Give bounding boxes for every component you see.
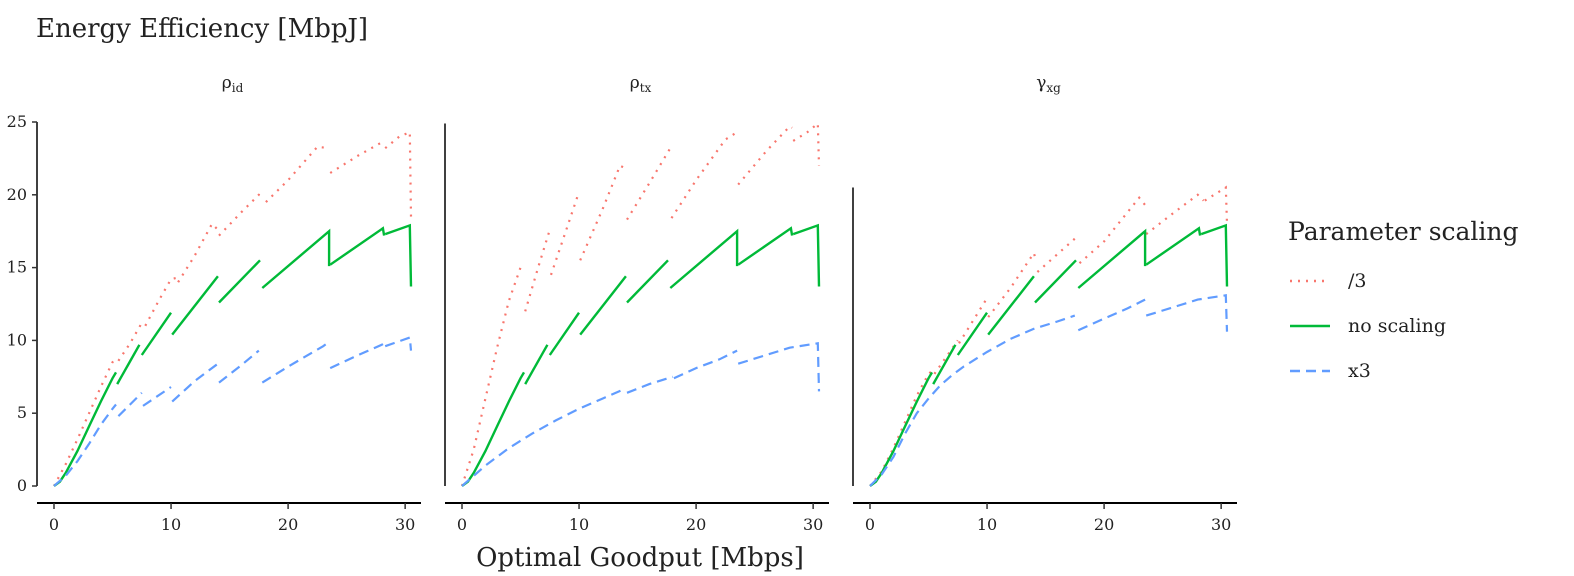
series-line--3-seg-6 — [329, 140, 385, 174]
facet-title-id: ρid — [222, 73, 244, 95]
legend: Parameter scaling /3 no scaling x3 — [1288, 217, 1519, 382]
x-tick-label: 0 — [865, 515, 875, 534]
series-line-x3-seg-2 — [1145, 294, 1229, 332]
y-axis-title: Energy Efficiency [MbpJ] — [36, 14, 368, 44]
series-line-no-scaling-seg-7 — [792, 223, 821, 287]
x-tick-label: 20 — [686, 515, 706, 534]
legend-label-0: /3 — [1348, 270, 1367, 292]
series-line-no-scaling-seg-1 — [524, 344, 549, 385]
series-line-x3-seg-1 — [117, 392, 143, 417]
legend-label-2: x3 — [1348, 360, 1371, 382]
series-line--3-seg-3 — [177, 222, 219, 283]
x-tick-label: 10 — [977, 515, 997, 534]
series-line-x3-seg-0 — [461, 387, 627, 487]
series-line-x3-seg-2 — [673, 349, 738, 380]
series-line-no-scaling-seg-5 — [669, 228, 739, 289]
series-line-no-scaling-seg-1 — [116, 344, 141, 385]
facet-title-tx: ρtx — [630, 73, 652, 95]
series-line-x3-seg-2 — [142, 386, 172, 407]
series-line--3-seg-7 — [792, 121, 821, 166]
series-line--3-seg-0 — [869, 370, 933, 487]
series-line--3-seg-2 — [549, 191, 581, 276]
series-line-no-scaling-seg-7 — [1200, 223, 1229, 287]
facet-panel-tx: ρtx 0 10 20 30 — [444, 73, 829, 534]
y-tick-label: 15 — [7, 258, 27, 277]
facet-panel-id: ρid 0 5 10 15 20 25 0 10 20 30 — [7, 73, 421, 534]
series-line--3-seg-3 — [579, 164, 627, 261]
series-line-x3-seg-7 — [384, 335, 413, 351]
series-line--3-seg-2 — [144, 276, 178, 327]
y-tick-label: 0 — [17, 476, 27, 495]
legend-label-1: no scaling — [1348, 315, 1446, 337]
series-line-no-scaling-seg-6 — [329, 226, 386, 266]
series-line--3-seg-4 — [626, 147, 672, 221]
series-line-no-scaling-seg-0 — [53, 371, 118, 487]
series-line-x3-seg-0 — [53, 403, 117, 487]
series-line-no-scaling-seg-3 — [987, 275, 1035, 336]
series-line--3-seg-7 — [384, 130, 413, 217]
series-line-x3-seg-1 — [1077, 298, 1146, 332]
series-line-x3-seg-1 — [626, 375, 674, 394]
x-tick-label: 10 — [569, 515, 589, 534]
series-line-no-scaling-seg-4 — [218, 259, 261, 304]
series-line--3-seg-7 — [1204, 185, 1229, 224]
series-line-x3-seg-5 — [261, 341, 330, 384]
x-tick-label: 30 — [803, 515, 823, 534]
series-line--3-seg-5 — [265, 145, 330, 203]
series-line-no-scaling-seg-3 — [579, 275, 627, 336]
y-tick-label: 25 — [7, 112, 27, 131]
y-tick-label: 10 — [7, 330, 27, 349]
legend-title: Parameter scaling — [1288, 217, 1519, 246]
series-line-no-scaling-seg-6 — [737, 226, 794, 266]
x-tick-label: 20 — [1094, 515, 1114, 534]
series-line-no-scaling-seg-4 — [1034, 259, 1077, 304]
series-line--3-seg-5 — [1078, 195, 1146, 265]
facet-title-xg: γxg — [1036, 73, 1061, 95]
series-line-no-scaling-seg-2 — [140, 312, 172, 356]
series-line-x3-seg-0 — [869, 314, 1076, 487]
series-line--3-seg-6 — [737, 125, 793, 186]
series-line--3-seg-0 — [53, 357, 117, 487]
series-line-no-scaling-seg-5 — [261, 228, 331, 289]
series-line-x3-seg-6 — [329, 342, 385, 370]
series-line-no-scaling-seg-6 — [1145, 226, 1202, 266]
x-axis-title: Optimal Goodput [Mbps] — [476, 543, 804, 573]
series-line-x3-seg-3 — [737, 342, 821, 392]
series-line--3-seg-1 — [524, 229, 551, 312]
series-line-no-scaling-seg-2 — [548, 312, 580, 356]
x-tick-label: 0 — [49, 515, 59, 534]
series-line-no-scaling-seg-0 — [461, 371, 526, 487]
series-line-no-scaling-seg-5 — [1077, 228, 1147, 289]
series-line-no-scaling-seg-1 — [932, 344, 957, 385]
series-line--3-seg-3 — [987, 250, 1038, 318]
series-line--3-seg-4 — [218, 193, 266, 237]
legend-entries: /3 no scaling x3 — [1290, 270, 1446, 382]
x-tick-label: 30 — [1211, 515, 1231, 534]
facet-panels: ρid 0 5 10 15 20 25 0 10 20 30 ρtx 0 10 20 30 γxg 0 10 20 30 — [7, 73, 1237, 534]
series-line-no-scaling-seg-3 — [171, 275, 219, 336]
series-line--3-seg-0 — [460, 265, 525, 487]
x-tick-label: 10 — [161, 515, 181, 534]
series-line--3-seg-6 — [1145, 193, 1205, 235]
series-line-x3-seg-4 — [218, 349, 260, 384]
series-line-no-scaling-seg-4 — [626, 259, 669, 304]
y-tick-label: 5 — [17, 403, 27, 422]
series-line-x3-seg-3 — [171, 362, 219, 403]
series-line-no-scaling-seg-7 — [384, 223, 413, 287]
x-tick-label: 30 — [395, 515, 415, 534]
series-line--3-seg-5 — [670, 131, 738, 219]
series-line--3-seg-1 — [117, 321, 143, 362]
series-line--3-seg-2 — [958, 297, 988, 344]
y-tick-label: 20 — [7, 185, 27, 204]
facet-panel-xg: γxg 0 10 20 30 — [852, 73, 1237, 534]
series-line--3-seg-4 — [1036, 234, 1080, 273]
x-tick-label: 0 — [457, 515, 467, 534]
series-line-no-scaling-seg-2 — [956, 312, 988, 356]
x-tick-label: 20 — [278, 515, 298, 534]
